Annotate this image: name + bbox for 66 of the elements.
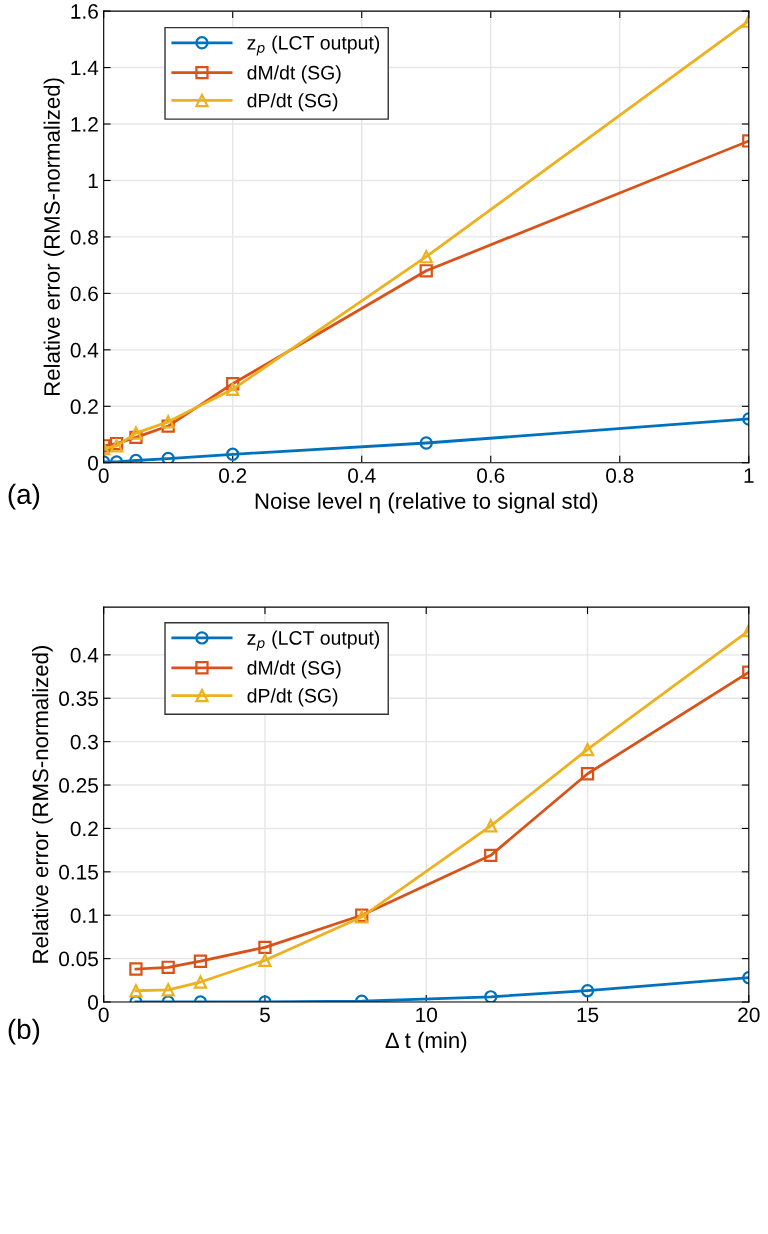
text: (b) (8, 1018, 40, 1045)
point (580, 767, 595, 781)
point (484, 848, 498, 862)
legend-label: z$_{p}$ (LCT output) (247, 630, 380, 651)
point (580, 984, 595, 998)
point (161, 415, 175, 429)
point (226, 377, 240, 391)
point (258, 940, 272, 954)
x-tick-label: 0 (98, 1007, 109, 1023)
y-axis-title: Relative error (RMS-normalized) (32, 646, 53, 963)
y-axis-title: Relative error (RMS-normalized) (43, 78, 65, 396)
legend-label: dP/dt (SG) (247, 93, 338, 112)
point (484, 990, 498, 1003)
y-tick-label: 1.4 (71, 60, 99, 76)
point (484, 819, 498, 833)
x-tick-label: 0.2 (219, 468, 247, 483)
point (580, 742, 595, 757)
x-tick-label: 0.6 (477, 468, 505, 483)
y-tick-label: 1.2 (71, 117, 98, 132)
y-tick-label: 0.2 (70, 399, 98, 415)
x-tick-label: 15 (577, 1007, 599, 1023)
point (193, 954, 208, 968)
point (161, 983, 175, 997)
point (129, 430, 143, 445)
x-axis-title: Noise level η (relative to signal std) (255, 492, 598, 514)
point (193, 975, 208, 989)
x-tick-label: 1 (744, 468, 754, 483)
y-tick-label: 0.4 (70, 342, 99, 358)
legend-label: dM/dt (SG) (247, 65, 341, 84)
point (161, 960, 175, 974)
point (129, 962, 143, 976)
x-tick-label: 20 (738, 1007, 760, 1023)
point (419, 250, 433, 264)
y-tick-label: 0.05 (59, 951, 98, 967)
y-tick-label: 0.15 (59, 864, 98, 880)
y-tick-label: 0.2 (70, 821, 98, 837)
y-tick-label: 1.6 (71, 4, 98, 19)
y-tick-label: 0.35 (59, 691, 98, 707)
x-tick-label: 5 (260, 1007, 270, 1023)
x-tick-label: 0.8 (606, 468, 634, 483)
point (129, 426, 143, 440)
y-tick-label: 0.6 (70, 286, 98, 302)
x-tick-label: 0.4 (348, 468, 376, 483)
y-tick-label: 0.25 (59, 778, 98, 793)
point (161, 451, 175, 463)
point (226, 447, 240, 461)
point (129, 984, 143, 998)
legend-label: dP/dt (SG) (247, 688, 338, 707)
x-axis-title: Δ t (min) (385, 1031, 467, 1053)
y-tick-label: 0 (88, 995, 99, 1010)
y-tick-label: 0.3 (70, 734, 98, 750)
y-tick-label: 0.8 (70, 229, 98, 245)
y-tick-label: 0.4 (70, 647, 99, 663)
legend-label: z$_{p}$ (LCT output) (247, 35, 380, 56)
x-tick-label: 0 (98, 468, 109, 483)
point (419, 264, 433, 278)
point (258, 953, 272, 968)
legend-label: dM/dt (SG) (247, 660, 341, 679)
point (161, 419, 175, 433)
point (419, 436, 433, 450)
y-tick-label: 1 (88, 173, 98, 189)
point (226, 382, 240, 397)
text: (a) (8, 483, 40, 510)
y-tick-label: 0 (88, 455, 99, 471)
x-tick-label: 10 (416, 1007, 438, 1023)
y-tick-label: 0.1 (70, 908, 98, 923)
